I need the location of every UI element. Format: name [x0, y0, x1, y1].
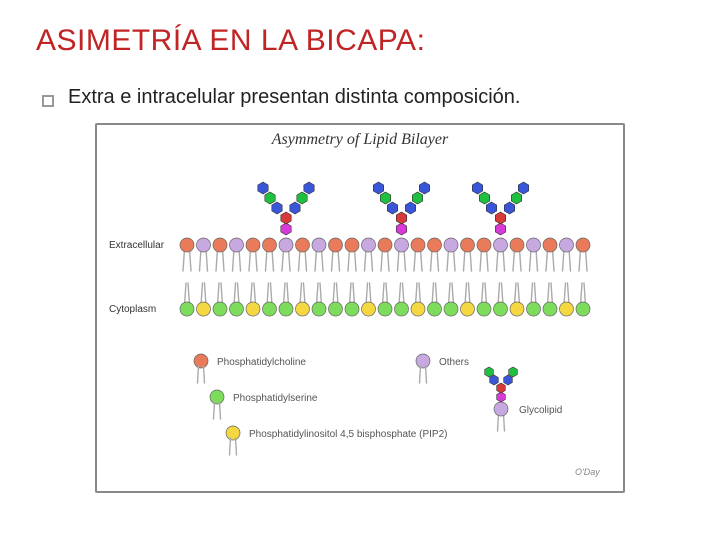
bilayer-diagram: Asymmetry of Lipid Bilayer Extracellular…: [95, 123, 625, 493]
svg-text:O'Day: O'Day: [575, 467, 600, 477]
svg-text:Glycolipid: Glycolipid: [519, 405, 562, 416]
svg-text:Others: Others: [439, 357, 469, 368]
bullet-item: Extra e intracelular presentan distinta …: [42, 86, 684, 109]
bullet-square-icon: [42, 95, 54, 107]
svg-text:Extracellular: Extracellular: [109, 240, 165, 251]
svg-text:Phosphatidylcholine: Phosphatidylcholine: [217, 357, 306, 368]
diagram-title: Asymmetry of Lipid Bilayer: [105, 131, 615, 149]
bullet-text: Extra e intracelular presentan distinta …: [68, 86, 520, 109]
slide-title: ASIMETRÍA EN LA BICAPA:: [36, 24, 684, 58]
svg-text:Cytoplasm: Cytoplasm: [109, 304, 156, 315]
svg-text:Phosphatidylinositol 4,5 bisph: Phosphatidylinositol 4,5 bisphosphate (P…: [249, 429, 447, 440]
bilayer-svg: Extracellular Cytoplasm Phosphatidylcholin…: [105, 153, 619, 483]
svg-text:Phosphatidylserine: Phosphatidylserine: [233, 393, 318, 404]
